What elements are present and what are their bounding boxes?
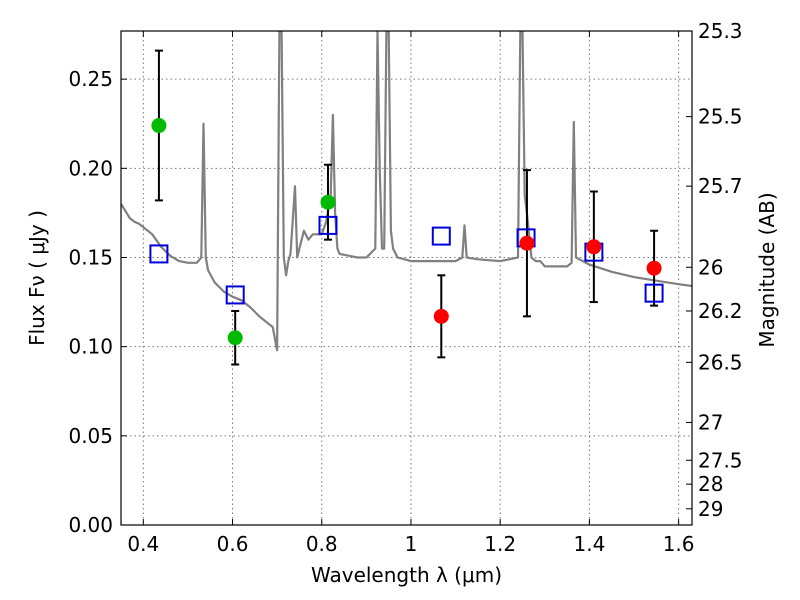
green-data-point (227, 330, 243, 346)
x-tick-label: 1.4 (573, 532, 605, 556)
marker-layer (149, 118, 664, 346)
red-data-point (519, 235, 535, 251)
green-data-point (151, 118, 167, 134)
right-tick-label: 25.7 (698, 174, 743, 198)
x-tick-label: 0.6 (217, 532, 249, 556)
y-axis-label: Flux Fν ( μJy ) (25, 210, 49, 346)
red-data-point (433, 308, 449, 324)
model-square-point (318, 215, 338, 235)
model-square-point (431, 226, 451, 246)
right-axis-label: Magnitude (AB) (755, 192, 779, 347)
right-tick-label: 27.5 (698, 448, 743, 472)
model-square-point (644, 283, 664, 303)
right-tick-label: 29 (698, 497, 723, 521)
x-axis-label: Wavelength λ (μm) (311, 563, 502, 587)
y-tick-label: 0.25 (68, 67, 113, 91)
errorbar-layer (154, 49, 659, 366)
x-tick-label: 0.4 (127, 532, 159, 556)
y-tick-label: 0.00 (68, 513, 113, 537)
plot-frame (120, 30, 693, 526)
model-square-point (149, 244, 169, 264)
red-data-point (586, 239, 602, 255)
green-data-point (320, 194, 336, 210)
x-tick-label: 1 (405, 532, 418, 556)
red-data-point (646, 260, 662, 276)
model-square-point (225, 285, 245, 305)
y-tick-label: 0.20 (68, 156, 113, 180)
right-tick-label: 28 (698, 472, 723, 496)
x-tick-label: 1.2 (484, 532, 516, 556)
y-tick-label: 0.10 (68, 335, 113, 359)
y-tick-label: 0.05 (68, 424, 113, 448)
x-tick-label: 0.8 (306, 532, 338, 556)
y-tick-label: 0.15 (68, 245, 113, 269)
tick-layer: 0.4 0.6 0.8 1 1.2 1.4 1.6 0.00 0.05 0.10 0.15 0.20 0… (68, 19, 742, 556)
right-tick-label: 25.3 (698, 19, 743, 43)
right-tick-label: 26 (698, 255, 723, 279)
right-tick-label: 26.5 (698, 350, 743, 374)
right-tick-label: 27 (698, 410, 723, 434)
x-tick-label: 1.6 (663, 532, 695, 556)
right-tick-label: 25.5 (698, 105, 743, 129)
grid (121, 31, 692, 526)
right-tick-label: 26.2 (698, 299, 743, 323)
